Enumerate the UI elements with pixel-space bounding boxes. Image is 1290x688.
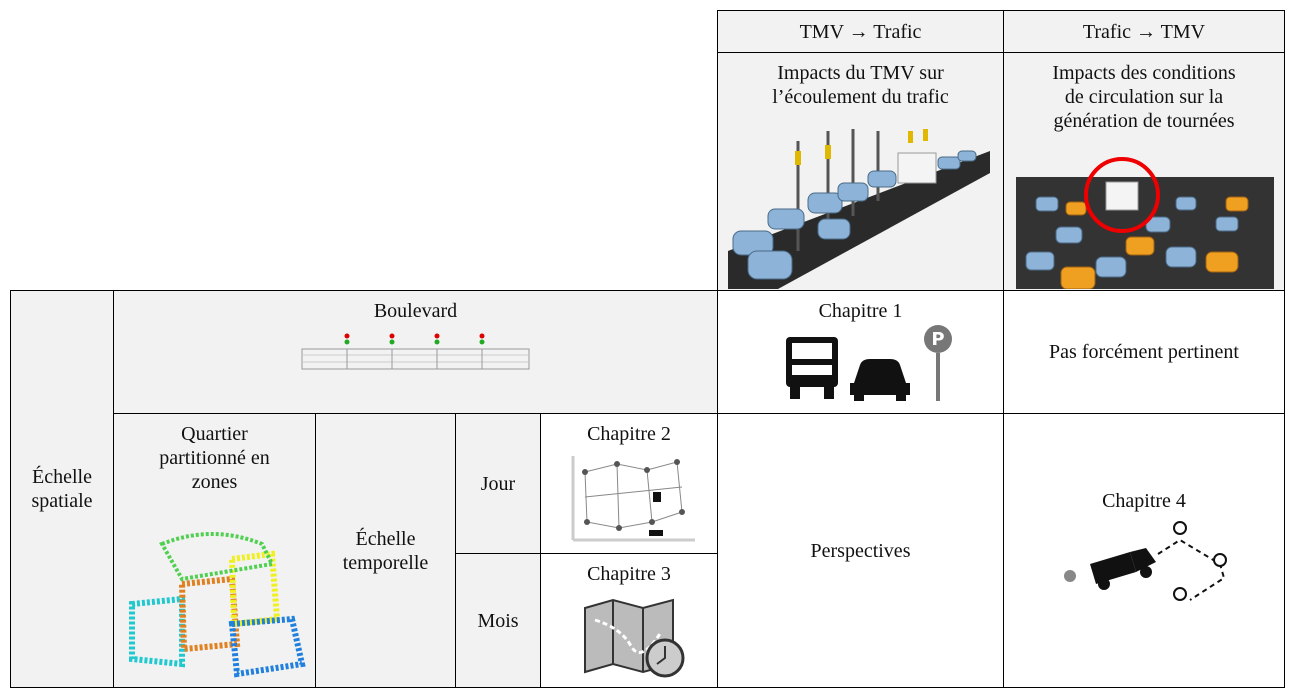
chapter-cell: Chapitre 4 [1003,413,1285,688]
traffic-scene [728,129,990,289]
chapter-cell: Chapitre 3 [540,553,718,688]
chapter-cell: Chapitre 1 P [717,290,1004,414]
temporal-label: Échelle [355,527,416,550]
header-cell: Trafic → TMV [1003,10,1285,53]
chapter-label: Chapitre 1 [818,300,903,322]
header-cell: TMV → Trafic [717,10,1004,53]
quartier-label: zones [191,471,238,493]
route-icon [1064,521,1227,601]
boulevard-cell: Boulevard [113,290,718,414]
period-label: Mois [477,609,519,632]
period-cell: Mois [455,553,541,688]
period-label: Jour [480,472,516,495]
quartier-cell: Quartier partitionné en zones [113,413,316,688]
perspectives-cell: Perspectives [717,413,1004,688]
graph-icon [571,456,695,542]
temporal-label: temporelle [342,551,429,574]
description-line: l’écoulement du trafic [772,86,949,108]
map-icon [584,598,685,678]
row-label-cell: Échelle spatiale [10,290,114,688]
chapter-cell: Chapitre 2 [540,413,718,554]
description-line: Impacts des conditions [1052,62,1236,84]
boulevard-diagram [301,333,530,370]
chapter-label: Chapitre 3 [587,563,671,585]
period-cell: Jour [455,413,541,554]
description-line: génération de tournées [1053,110,1235,132]
note-text: Pas forcément pertinent [1049,341,1239,363]
quartier-label: partitionné en [159,447,270,469]
zone-map [129,532,306,678]
header-title: Trafic → TMV [1082,20,1206,43]
congestion-scene [1016,157,1274,289]
row-label: spatiale [31,490,93,512]
vehicle-icons: P [786,325,952,401]
description-cell: Impacts du TMV sur l’écoulement du trafi… [717,52,1004,291]
perspectives-label: Perspectives [810,539,911,562]
temporal-cell: Échelle temporelle [315,413,456,688]
header-title: TMV → Trafic [799,20,922,43]
chapter-label: Chapitre 2 [587,423,671,445]
row-label: Échelle [32,466,92,488]
svg-text:P: P [931,329,944,350]
description-line: de circulation sur la [1064,86,1224,108]
quartier-label: Quartier [181,423,248,445]
description-line: Impacts du TMV sur [777,62,944,84]
note-cell: Pas forcément pertinent [1003,290,1285,414]
boulevard-label: Boulevard [373,300,458,322]
chapter-label: Chapitre 4 [1102,489,1186,512]
description-cell: Impacts des conditions de circulation su… [1003,52,1285,291]
